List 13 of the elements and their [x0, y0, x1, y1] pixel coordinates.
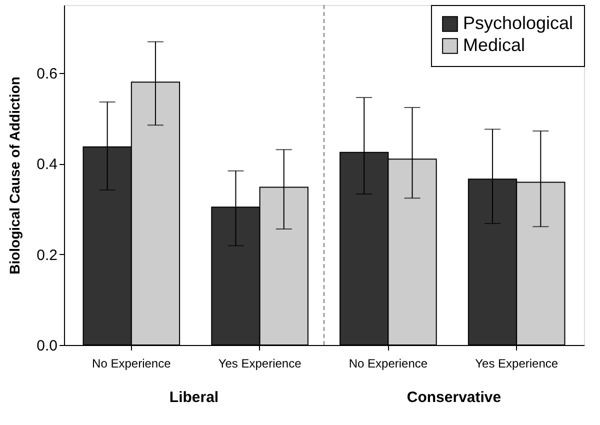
y-tick-label: 0.6 — [36, 66, 58, 82]
text: Conservative — [406, 389, 502, 406]
text: Liberal — [169, 389, 219, 406]
x-tick-label: No Experience — [348, 356, 428, 370]
legend-label: Medical — [463, 35, 526, 55]
y-tick-label: 0.4 — [36, 156, 58, 174]
y-tick-label: 0.0 — [36, 338, 58, 354]
legend-label: Psychological — [463, 13, 574, 33]
y-tick-label: 0.2 — [36, 246, 58, 264]
x-tick-label: No Experience — [92, 356, 172, 370]
x-tick-label: Yes Experience — [475, 356, 558, 370]
x-tick-label: Yes Experience — [218, 356, 302, 370]
y-axis-title: Biological Cause of Addiction — [6, 76, 23, 274]
